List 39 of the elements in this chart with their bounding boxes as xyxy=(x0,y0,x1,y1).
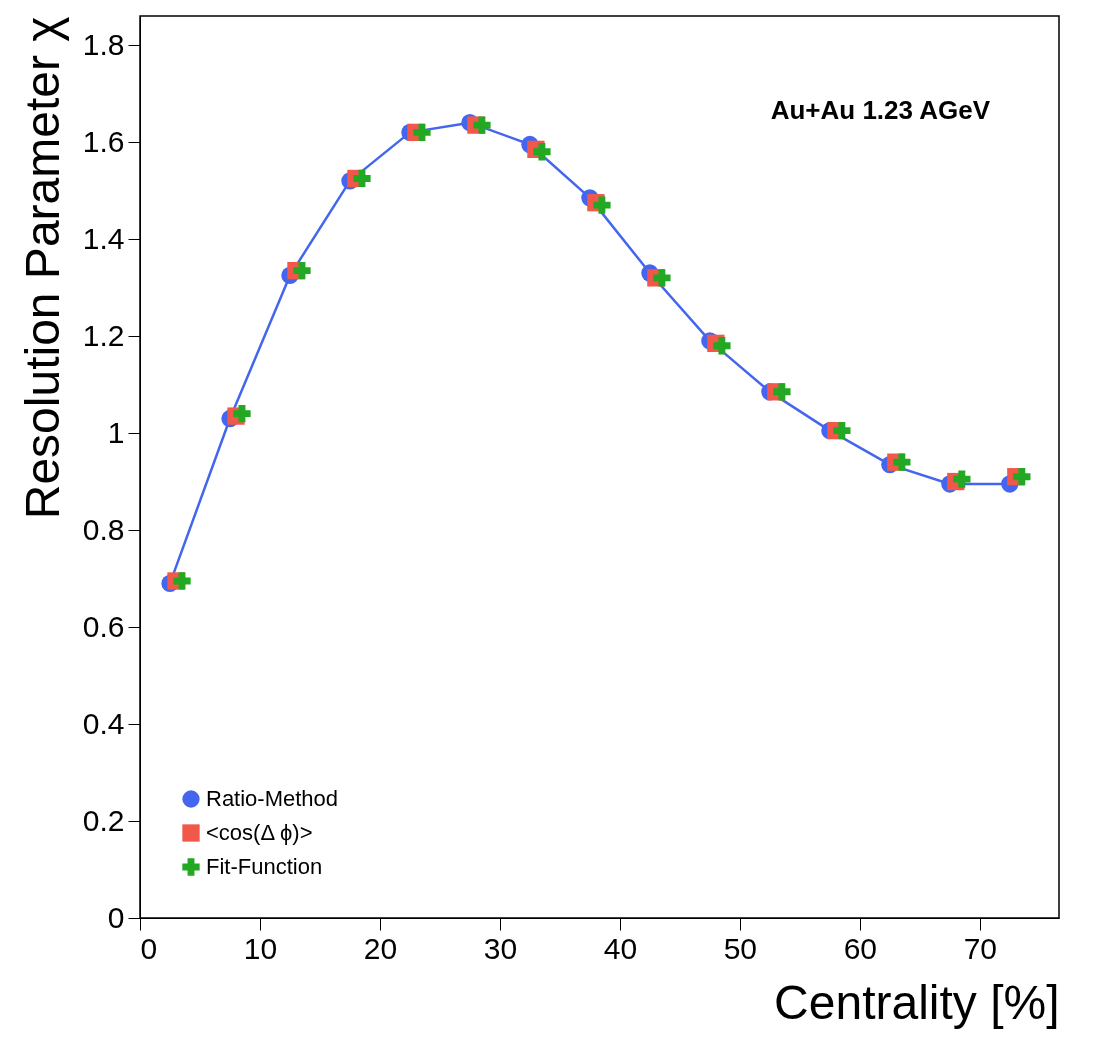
x-tick-label: 20 xyxy=(363,931,398,965)
annotation: Au+Au 1.23 AGeV xyxy=(770,94,991,125)
point xyxy=(893,453,911,471)
point xyxy=(533,143,551,161)
point xyxy=(833,421,851,440)
point xyxy=(1013,468,1031,486)
legend-label: <cos(Δ ϕ)> xyxy=(206,820,313,845)
point xyxy=(773,383,791,401)
y-tick-label: 0.6 xyxy=(82,609,125,643)
x-tick-label: 10 xyxy=(243,931,278,965)
y-tick-label: 0.2 xyxy=(82,803,125,837)
point xyxy=(353,169,371,188)
y-tick-label: 1.6 xyxy=(82,124,125,158)
point xyxy=(233,405,251,423)
point xyxy=(473,116,491,134)
y-tick-label: 1 xyxy=(107,415,125,449)
y-tick-label: 1.2 xyxy=(82,318,125,352)
point xyxy=(593,196,611,214)
x-tick-label: 60 xyxy=(843,931,878,965)
x-axis-title: Centrality [%] xyxy=(774,975,1060,1029)
x-tick-label: 0 xyxy=(140,931,158,965)
y-tick-label: 1.4 xyxy=(82,221,125,255)
point xyxy=(293,261,311,280)
x-tick-label: 40 xyxy=(603,931,638,965)
y-tick-label: 1.8 xyxy=(82,27,125,61)
x-tick-label: 50 xyxy=(723,931,758,965)
x-tick-label: 30 xyxy=(483,931,518,965)
y-tick-label: 0.8 xyxy=(82,512,125,546)
point xyxy=(173,572,191,590)
y-tick-label: 0 xyxy=(107,900,125,934)
y-axis-title: Resolution Parameter χ xyxy=(15,16,69,520)
legend-label: Ratio-Method xyxy=(206,786,339,811)
legend-label: Fit-Function xyxy=(206,854,323,879)
y-tick-label: 0.4 xyxy=(82,706,125,740)
point xyxy=(653,269,671,287)
point xyxy=(953,470,971,488)
point xyxy=(713,337,731,355)
x-tick-label: 70 xyxy=(963,931,997,965)
point xyxy=(413,123,431,142)
